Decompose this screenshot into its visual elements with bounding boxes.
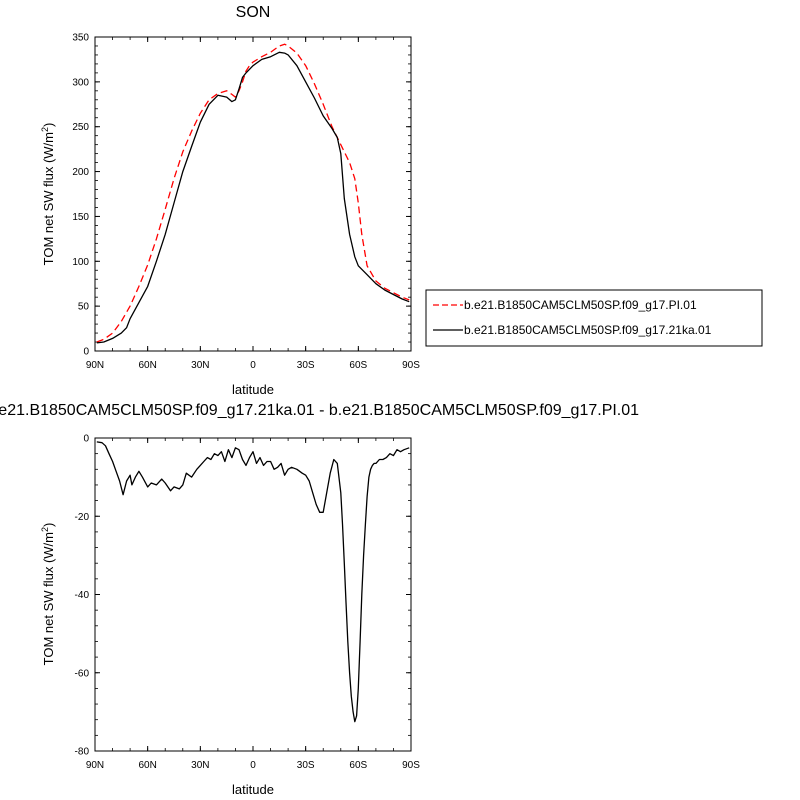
top-plot-frame xyxy=(94,36,412,352)
y-tick-label: 350 xyxy=(72,33,89,44)
x-tick-label: 90N xyxy=(86,360,104,371)
x-tick-label: 60S xyxy=(349,760,367,771)
y-tick-label: -40 xyxy=(75,590,90,601)
x-tick-label: 90S xyxy=(402,360,420,371)
bottom-x-axis: 90N 60N 30N 0 30S 60S 90S xyxy=(86,438,420,771)
bottom-chart-title: b.e21.B1850CAM5CLM50SP.f09_g17.21ka.01 -… xyxy=(0,402,639,419)
x-tick-label: 30S xyxy=(297,760,315,771)
bottom-series-line-0 xyxy=(96,441,410,723)
y-tick-label: 0 xyxy=(83,434,89,445)
top-series-lines xyxy=(96,43,410,344)
top-series-line-0 xyxy=(96,43,410,343)
y-tick-label: -80 xyxy=(75,747,90,758)
x-tick-label: 30N xyxy=(191,760,209,771)
y-tick-label: 200 xyxy=(72,167,89,178)
x-tick-label: 0 xyxy=(250,360,256,371)
top-series-line-1 xyxy=(96,51,410,344)
y-tick-label: 300 xyxy=(72,77,89,88)
x-tick-label: 60S xyxy=(349,360,367,371)
legend-label-pi: b.e21.B1850CAM5CLM50SP.f09_g17.PI.01 xyxy=(464,298,697,312)
top-x-axis-label: latitude xyxy=(232,382,274,397)
x-tick-label: 30S xyxy=(297,360,315,371)
x-tick-label: 90S xyxy=(402,760,420,771)
bottom-x-axis-label: latitude xyxy=(232,782,274,797)
x-tick-label: 90N xyxy=(86,760,104,771)
x-tick-label: 30N xyxy=(191,360,209,371)
top-y-axis-label: TOM net SW flux (W/m2) xyxy=(40,123,56,266)
y-tick-label: -60 xyxy=(75,668,90,679)
y-tick-label: 0 xyxy=(83,347,89,358)
bottom-plot-frame xyxy=(94,437,412,752)
x-tick-label: 0 xyxy=(250,760,256,771)
bottom-y-axis: 0 -20 -40 -60 -80 xyxy=(75,434,411,758)
y-tick-label: 250 xyxy=(72,122,89,133)
top-panel: SON 90N 60N 30N 0 30S 60S 90S 0 50 100 150 200 250 3… xyxy=(40,4,763,397)
x-tick-label: 60N xyxy=(138,760,156,771)
y-tick-label: 50 xyxy=(78,302,90,313)
x-tick-label: 60N xyxy=(138,360,156,371)
bottom-panel: b.e21.B1850CAM5CLM50SP.f09_g17.21ka.01 -… xyxy=(0,402,639,797)
top-x-axis: 90N 60N 30N 0 30S 60S 90S xyxy=(86,37,420,371)
top-chart-title: SON xyxy=(236,4,271,21)
top-legend: b.e21.B1850CAM5CLM50SP.f09_g17.PI.01 b.e… xyxy=(425,289,763,347)
y-tick-label: -20 xyxy=(75,512,90,523)
legend-label-21ka: b.e21.B1850CAM5CLM50SP.f09_g17.21ka.01 xyxy=(464,323,712,337)
top-y-axis: 0 50 100 150 200 250 300 350 xyxy=(72,33,411,358)
legend-box xyxy=(425,289,763,347)
bottom-series-lines xyxy=(96,441,410,723)
y-tick-label: 150 xyxy=(72,212,89,223)
y-tick-label: 100 xyxy=(72,257,89,268)
bottom-y-axis-label: TOM net SW flux (W/m2) xyxy=(40,523,56,666)
